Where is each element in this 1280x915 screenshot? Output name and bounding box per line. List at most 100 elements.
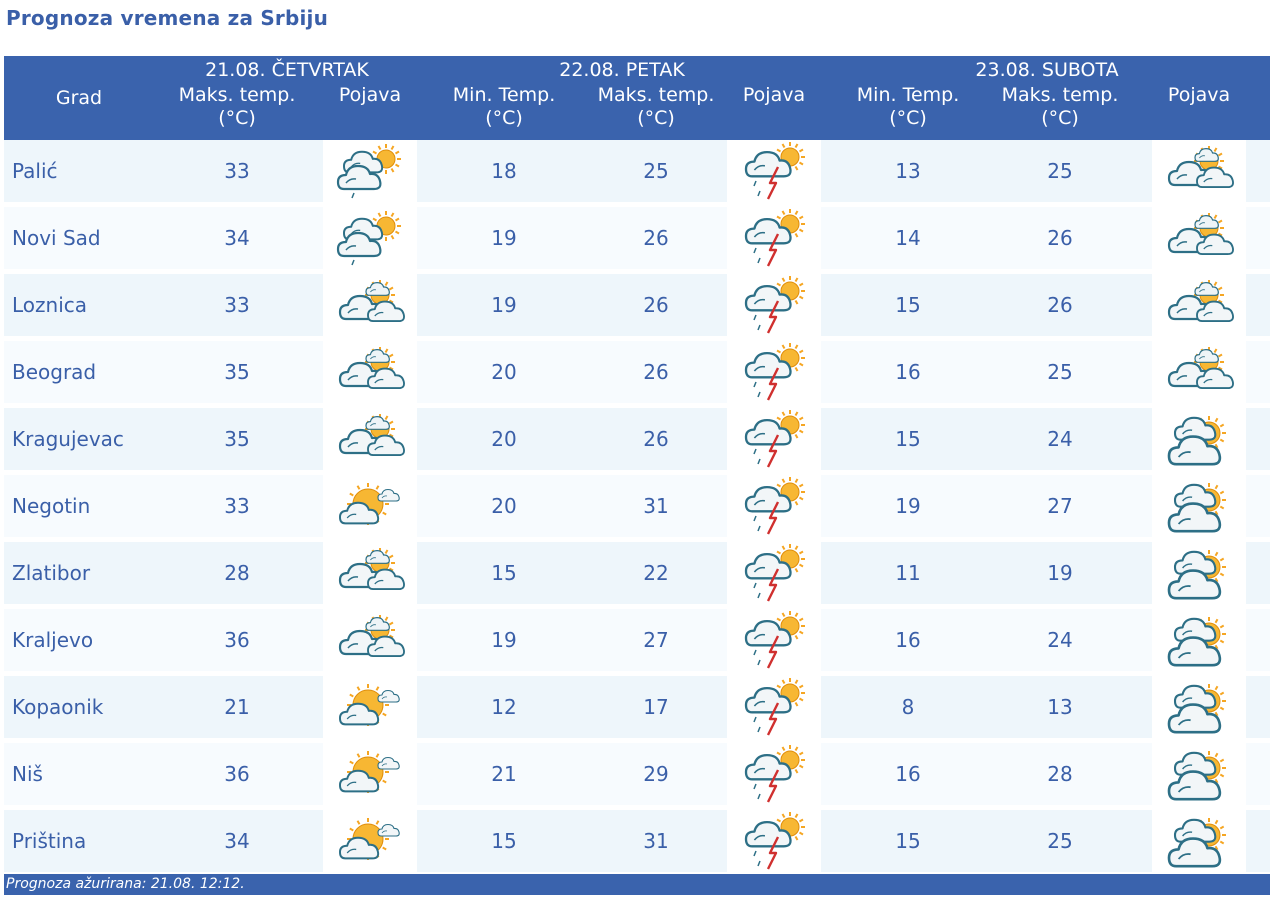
header-d2-pojava: Pojava <box>724 84 825 140</box>
d2-max-temp: 17 <box>588 676 725 743</box>
partly-cloudy-icon <box>323 341 417 403</box>
weather-icon-cell <box>1128 408 1271 475</box>
weather-icon-cell <box>1128 542 1271 609</box>
d2-min-temp: 20 <box>420 341 589 408</box>
d3-min-temp: 16 <box>824 609 993 676</box>
table-row: Kraljevo 36 19 27 16 24 <box>4 609 1271 676</box>
thunderstorm-icon <box>727 207 822 269</box>
weather-icon-cell <box>724 676 825 743</box>
thunderstorm-icon <box>727 676 822 738</box>
header-day-1: 21.08. ČETVRTAK <box>154 56 421 84</box>
d1-max-temp: 33 <box>154 274 320 341</box>
thunderstorm-icon <box>727 743 822 805</box>
partly-cloudy-icon <box>323 408 417 470</box>
thunderstorm-icon <box>727 341 822 403</box>
header-grad: Grad <box>4 56 154 140</box>
d3-max-temp: 24 <box>992 609 1129 676</box>
city-name: Kopaonik <box>4 676 154 743</box>
d2-min-temp: 12 <box>420 676 589 743</box>
table-row: Priština 34 15 31 15 25 <box>4 810 1271 877</box>
city-name: Kraljevo <box>4 609 154 676</box>
mostly-sunny-icon <box>323 475 417 537</box>
city-name: Novi Sad <box>4 207 154 274</box>
weather-icon-cell <box>1128 743 1271 810</box>
thunderstorm-icon <box>727 140 822 202</box>
d2-max-temp: 25 <box>588 140 725 207</box>
d2-min-temp: 20 <box>420 475 589 542</box>
weather-icon-cell <box>724 140 825 207</box>
partly-cloudy-icon <box>323 609 417 671</box>
table-row: Kragujevac 35 20 26 15 24 <box>4 408 1271 475</box>
cloudy-sun-icon <box>1152 810 1247 872</box>
d2-max-temp: 26 <box>588 207 725 274</box>
d2-max-temp: 26 <box>588 341 725 408</box>
weather-icon-cell <box>320 140 421 207</box>
cloudy-sun-light-rain-icon <box>323 140 417 202</box>
weather-icon-cell <box>1128 609 1271 676</box>
weather-icon-cell <box>320 341 421 408</box>
header-d3-min: Min. Temp. (°C) <box>824 84 993 140</box>
partly-cloudy-icon <box>1152 140 1247 202</box>
thunderstorm-icon <box>727 810 822 872</box>
d1-max-temp: 34 <box>154 207 320 274</box>
weather-icon-cell <box>320 475 421 542</box>
d2-max-temp: 27 <box>588 609 725 676</box>
d2-max-temp: 29 <box>588 743 725 810</box>
weather-icon-cell <box>320 274 421 341</box>
d1-max-temp: 28 <box>154 542 320 609</box>
header-d2-max: Maks. temp. (°C) <box>588 84 725 140</box>
d3-min-temp: 15 <box>824 274 993 341</box>
d3-max-temp: 28 <box>992 743 1129 810</box>
thunderstorm-icon <box>727 542 822 604</box>
thunderstorm-icon <box>727 274 822 336</box>
header-d1-pojava: Pojava <box>320 84 421 140</box>
table-row: Beograd 35 20 26 16 25 <box>4 341 1271 408</box>
city-name: Priština <box>4 810 154 877</box>
weather-icon-cell <box>1128 140 1271 207</box>
d2-min-temp: 18 <box>420 140 589 207</box>
cloudy-sun-icon <box>1152 743 1247 805</box>
table-row: Niš 36 21 29 16 28 <box>4 743 1271 810</box>
d1-max-temp: 36 <box>154 609 320 676</box>
d1-max-temp: 21 <box>154 676 320 743</box>
forecast-table: Grad 21.08. ČETVRTAK 22.08. PETAK 23.08.… <box>4 56 1271 877</box>
d1-max-temp: 33 <box>154 140 320 207</box>
city-name: Niš <box>4 743 154 810</box>
d2-max-temp: 26 <box>588 274 725 341</box>
weather-icon-cell <box>724 542 825 609</box>
d3-max-temp: 27 <box>992 475 1129 542</box>
partly-cloudy-icon <box>323 542 417 604</box>
cloudy-sun-icon <box>1152 676 1247 738</box>
d2-min-temp: 21 <box>420 743 589 810</box>
d3-min-temp: 15 <box>824 810 993 877</box>
thunderstorm-icon <box>727 408 822 470</box>
d3-max-temp: 25 <box>992 341 1129 408</box>
d3-max-temp: 13 <box>992 676 1129 743</box>
weather-icon-cell <box>724 810 825 877</box>
cloudy-sun-icon <box>1152 408 1247 470</box>
weather-icon-cell <box>724 743 825 810</box>
d2-min-temp: 19 <box>420 207 589 274</box>
cloudy-sun-icon <box>1152 542 1247 604</box>
city-name: Kragujevac <box>4 408 154 475</box>
d3-min-temp: 14 <box>824 207 993 274</box>
header-d2-min: Min. Temp. (°C) <box>420 84 589 140</box>
weather-icon-cell <box>1128 341 1271 408</box>
mostly-sunny-icon <box>323 743 417 805</box>
weather-icon-cell <box>320 609 421 676</box>
d2-max-temp: 26 <box>588 408 725 475</box>
table-row: Palić 33 18 25 13 25 <box>4 140 1271 207</box>
weather-icon-cell <box>320 676 421 743</box>
weather-icon-cell <box>724 609 825 676</box>
weather-icon-cell <box>320 207 421 274</box>
d3-min-temp: 16 <box>824 341 993 408</box>
d1-max-temp: 36 <box>154 743 320 810</box>
city-name: Palić <box>4 140 154 207</box>
forecast-body: Palić 33 18 25 13 25 Novi Sad 34 19 26 14 2 <box>4 140 1271 877</box>
page-title: Prognoza vremena za Srbiju <box>6 6 329 30</box>
d3-max-temp: 26 <box>992 207 1129 274</box>
forecast-table-wrapper: Grad 21.08. ČETVRTAK 22.08. PETAK 23.08.… <box>4 56 1271 877</box>
d3-max-temp: 19 <box>992 542 1129 609</box>
weather-icon-cell <box>724 475 825 542</box>
table-row: Loznica 33 19 26 15 26 <box>4 274 1271 341</box>
